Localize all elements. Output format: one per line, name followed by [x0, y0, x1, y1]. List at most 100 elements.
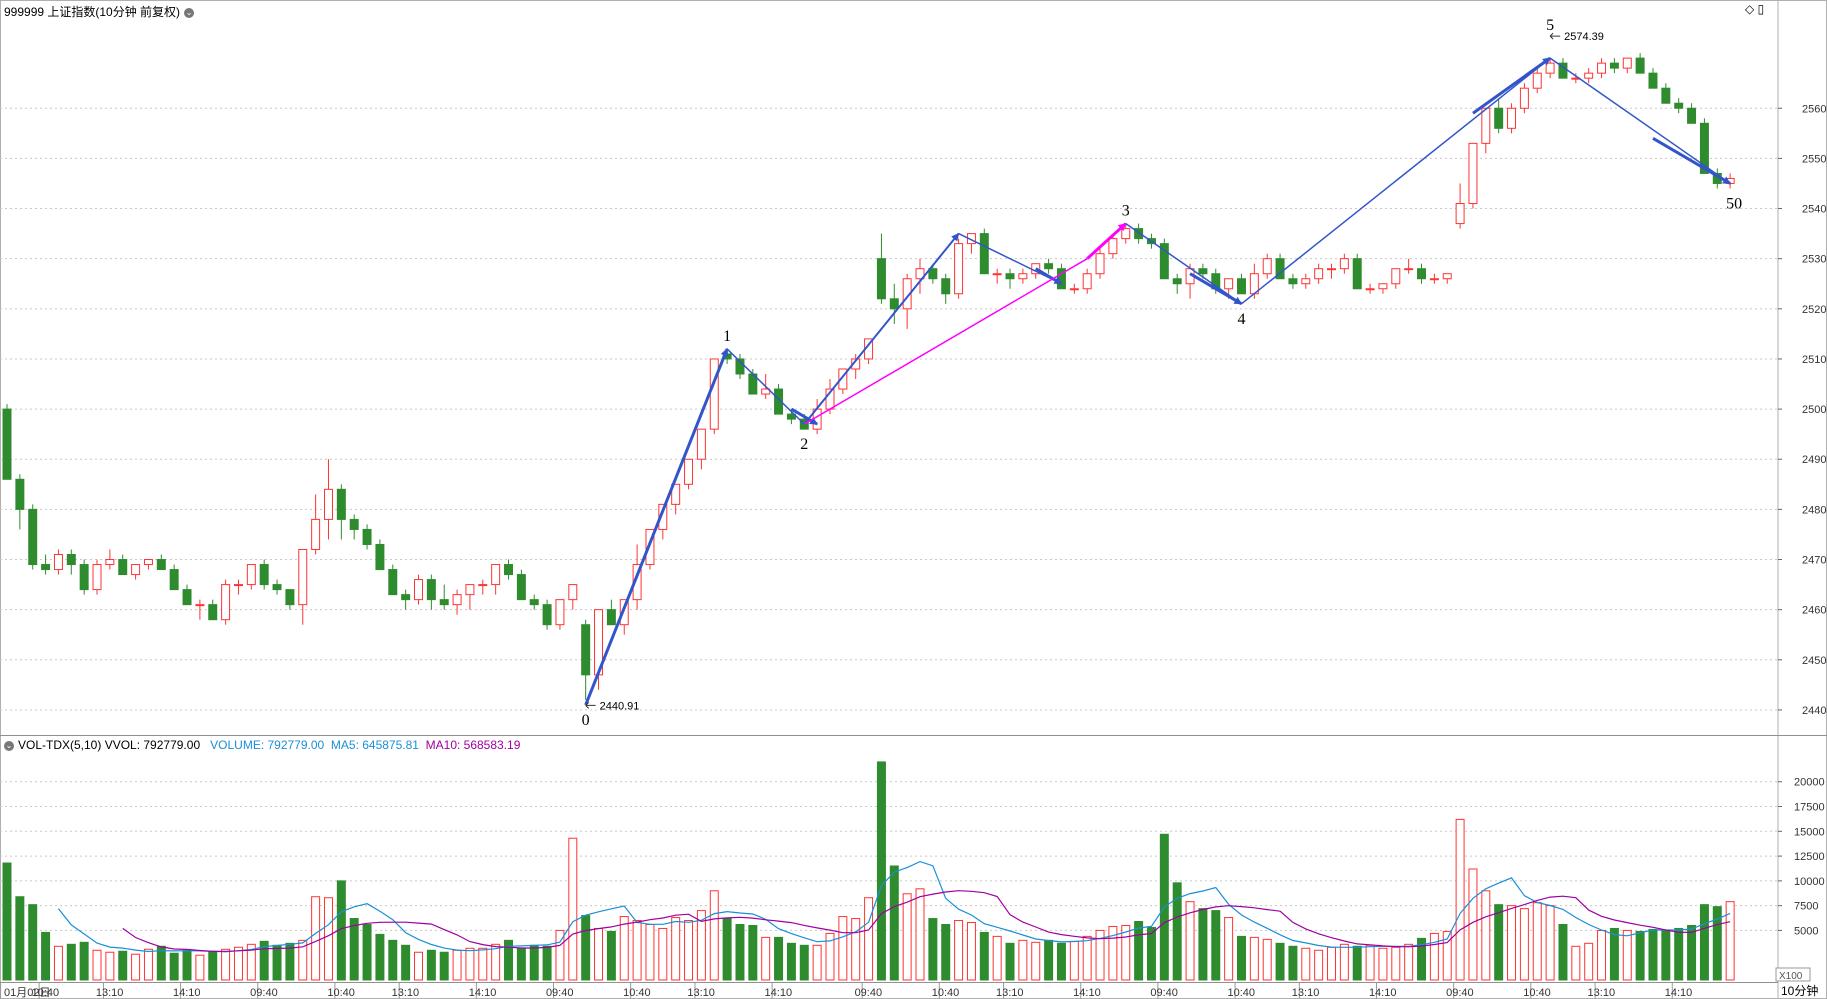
wave-line — [584, 348, 729, 706]
candle-body — [761, 388, 771, 395]
candle-body — [362, 528, 372, 545]
candle-body — [889, 298, 899, 310]
volume-bar — [941, 923, 951, 981]
price-tick-label: 2490 — [1802, 454, 1826, 466]
volume-bar — [1494, 904, 1504, 981]
volume-bar — [1249, 936, 1259, 981]
volume-bar — [1211, 910, 1221, 981]
time-label: 09:40 — [250, 987, 278, 999]
candle-body — [1597, 62, 1607, 74]
volume-bar — [555, 929, 565, 981]
volume-bar — [1301, 947, 1311, 981]
candle-body — [979, 233, 989, 275]
candle-body — [311, 518, 321, 550]
volume-bar — [2, 862, 12, 981]
volume-bar — [799, 944, 809, 981]
wave-label-5: 5 — [1546, 17, 1554, 34]
volume-bar — [966, 922, 976, 981]
volume-bar — [722, 918, 732, 981]
candle-body — [581, 624, 591, 676]
candle-body — [1339, 258, 1349, 270]
volume-bar — [838, 916, 848, 981]
volume-bar — [516, 947, 526, 981]
volume-bar — [1237, 935, 1246, 981]
volume-bar — [1648, 928, 1658, 981]
volume-bar — [606, 930, 616, 981]
volume-value: VOLUME: 792779.00 — [210, 738, 325, 752]
candle-body — [1172, 278, 1182, 285]
candle-body — [915, 268, 925, 280]
candle-body — [1108, 238, 1118, 255]
volume-bar — [143, 948, 153, 981]
volume-bar — [1262, 938, 1272, 981]
wave-line — [803, 232, 960, 425]
wave-label-0: 0 — [582, 712, 590, 729]
volume-bar — [79, 941, 89, 981]
volume-bar — [1018, 939, 1028, 981]
candle-body — [401, 594, 411, 601]
volume-bar — [259, 940, 269, 981]
candle-body — [1545, 62, 1555, 74]
price-tick-label: 2530 — [1802, 254, 1826, 266]
volume-bar — [645, 923, 655, 981]
time-label: 13:10 — [392, 987, 420, 999]
chart-title-bar: 999999 上证指数(10分钟 前复权) ⌄ — [4, 3, 195, 20]
volume-bar — [581, 915, 591, 981]
candle-body — [992, 273, 1002, 276]
candle-body — [92, 564, 102, 591]
volume-bar — [426, 949, 436, 981]
wave-line — [1549, 57, 1731, 185]
price-tick-label: 2540 — [1802, 204, 1826, 216]
candle-body — [709, 358, 719, 430]
time-label: 14:10 — [1665, 987, 1693, 999]
volume-bar — [915, 888, 925, 981]
volume-bar — [1429, 932, 1439, 981]
volume-bar — [1031, 941, 1041, 981]
volume-bar — [851, 918, 861, 981]
candle-body — [1069, 288, 1079, 291]
candle-body — [1121, 228, 1131, 240]
volume-bar — [1674, 927, 1684, 981]
volume-tick-label: 20000 — [1794, 777, 1825, 789]
chevron-down-icon[interactable]: ⌄ — [184, 7, 195, 18]
chevron-down-icon[interactable]: ⌄ — [4, 740, 14, 751]
time-label: 13:10 — [687, 987, 715, 999]
price-tick-label: 2510 — [1802, 354, 1826, 366]
volume-bar — [1224, 917, 1234, 981]
candle-body — [516, 574, 526, 601]
volume-bar — [1507, 905, 1517, 981]
candle-body — [1005, 273, 1015, 280]
price-marker-label: 2440.91 — [600, 700, 640, 712]
volume-bar — [1005, 942, 1015, 981]
volume-bar — [1146, 926, 1156, 981]
time-label: 10:40 — [327, 987, 355, 999]
time-label: 09:40 — [1150, 987, 1178, 999]
volume-bar — [233, 946, 243, 981]
magenta-wave-line — [803, 258, 1088, 425]
volume-bar — [1699, 904, 1709, 981]
window-icon[interactable]: ▯ — [1757, 2, 1765, 16]
candle-body — [1082, 273, 1092, 290]
volume-bar — [1198, 908, 1208, 981]
volume-bar — [748, 924, 758, 981]
candle-body — [28, 508, 38, 566]
candle-body — [684, 458, 694, 485]
candle-body — [1365, 288, 1375, 291]
diamond-icon[interactable]: ◇ — [1745, 2, 1755, 16]
volume-bar — [1339, 943, 1349, 981]
price-tick-label: 2520 — [1802, 304, 1826, 316]
candle-body — [1391, 268, 1401, 285]
volume-bar — [658, 927, 668, 981]
candle-body — [1687, 107, 1697, 124]
candle-body — [1159, 243, 1169, 280]
chart-title: 999999 上证指数(10分钟 前复权) — [4, 5, 181, 19]
candle-body — [1378, 283, 1388, 290]
wave-label-3: 3 — [1122, 203, 1130, 220]
candle-body — [1301, 278, 1311, 285]
candle-body — [375, 543, 385, 571]
volume-bar — [1609, 927, 1619, 981]
top-right-tools[interactable]: ◇ ▯ — [1745, 2, 1764, 16]
volume-bar — [671, 917, 681, 981]
volume-bar — [504, 939, 513, 981]
